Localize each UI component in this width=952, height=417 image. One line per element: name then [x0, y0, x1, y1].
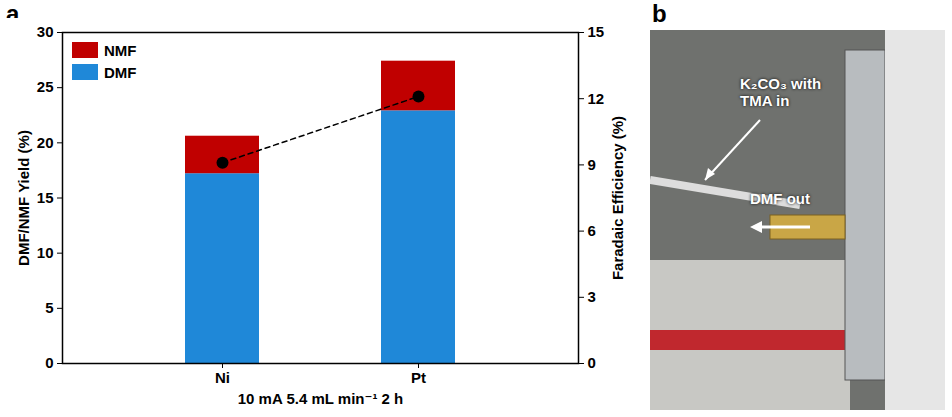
svg-text:12: 12 [588, 90, 605, 107]
svg-text:15: 15 [588, 23, 605, 40]
html-text:a: a [6, 0, 20, 27]
svg-text:0: 0 [588, 354, 596, 371]
html-text:K₂CO₃ with TMA in: K₂CO₃ with TMA in [740, 75, 822, 109]
svg-text:6: 6 [588, 222, 596, 239]
svg-text:20: 20 [37, 134, 54, 151]
html-text:DMF out: DMF out [750, 190, 810, 207]
svg-text:15: 15 [37, 189, 54, 206]
svg-text:DMF/NMF Yield (%): DMF/NMF Yield (%) [15, 130, 32, 266]
html-text:b: b [652, 0, 667, 27]
svg-text:30: 30 [37, 23, 54, 40]
html-text:NMF: NMF [104, 41, 137, 59]
svg-text:5: 5 [45, 299, 53, 316]
svg-text:25: 25 [37, 78, 54, 95]
svg-text:Pt: Pt [411, 369, 426, 386]
html-text:DMF: DMF [104, 63, 137, 81]
svg-text:Faradaic Efficiency (%): Faradaic Efficiency (%) [609, 116, 626, 280]
svg-text:Ni: Ni [215, 369, 230, 386]
svg-text:10 mA 5.4 mL min⁻¹ 2 h: 10 mA 5.4 mL min⁻¹ 2 h [238, 390, 403, 407]
svg-text:3: 3 [588, 288, 596, 305]
svg-text:9: 9 [588, 156, 596, 173]
svg-text:0: 0 [45, 354, 53, 371]
svg-text:10: 10 [37, 244, 54, 261]
